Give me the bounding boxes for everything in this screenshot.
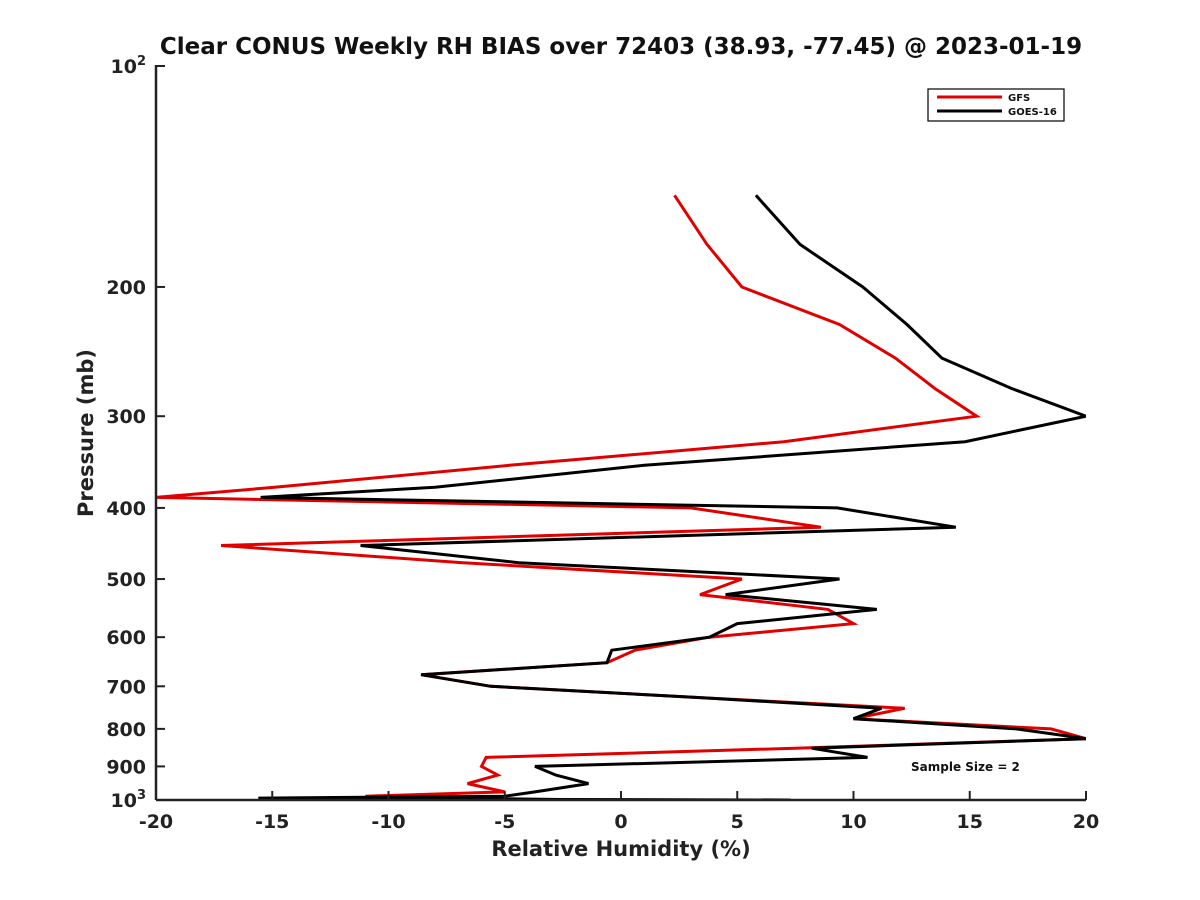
x-tick-label: 10 bbox=[840, 811, 866, 833]
y-tick-label: 800 bbox=[106, 719, 146, 741]
legend-label-gfs: GFS bbox=[1008, 93, 1030, 104]
x-axis-label: Relative Humidity (%) bbox=[491, 837, 750, 861]
legend: GFS GOES-16 bbox=[927, 88, 1065, 122]
y-tick-label: 103 bbox=[111, 788, 147, 812]
legend-label-goes16: GOES-16 bbox=[1008, 107, 1057, 118]
x-tick-label: -10 bbox=[371, 811, 405, 833]
y-tick-label: 900 bbox=[106, 756, 146, 778]
x-tick-label: 5 bbox=[731, 811, 744, 833]
sample-size-annotation: Sample Size = 2 bbox=[911, 760, 1020, 774]
series-layer bbox=[156, 194, 1086, 800]
y-tick-label: 300 bbox=[106, 406, 146, 428]
y-tick-label: 600 bbox=[106, 627, 146, 649]
x-tick-label: -20 bbox=[139, 811, 173, 833]
axes-layer: -20 -15 -10 -5 0 5 10 15 20 102 200 300 400 500 600 700… bbox=[106, 54, 1099, 833]
legend-box bbox=[927, 88, 1065, 122]
y-tick-label: 500 bbox=[106, 569, 146, 591]
x-tick-label: -15 bbox=[255, 811, 289, 833]
x-tick-label: 15 bbox=[957, 811, 983, 833]
y-tick-label: 102 bbox=[111, 54, 147, 78]
series-line-gfs bbox=[156, 194, 1086, 800]
y-axis-label: Pressure (mb) bbox=[74, 349, 98, 517]
y-tick-label: 200 bbox=[106, 277, 146, 299]
x-tick-label: -5 bbox=[494, 811, 515, 833]
x-tick-label: 0 bbox=[614, 811, 627, 833]
y-tick-label: 700 bbox=[106, 676, 146, 698]
chart-title: Clear CONUS Weekly RH BIAS over 72403 (3… bbox=[160, 34, 1082, 60]
y-tick-label: 400 bbox=[106, 498, 146, 520]
series-line-goes16 bbox=[258, 194, 1086, 800]
x-tick-label: 20 bbox=[1073, 811, 1099, 833]
